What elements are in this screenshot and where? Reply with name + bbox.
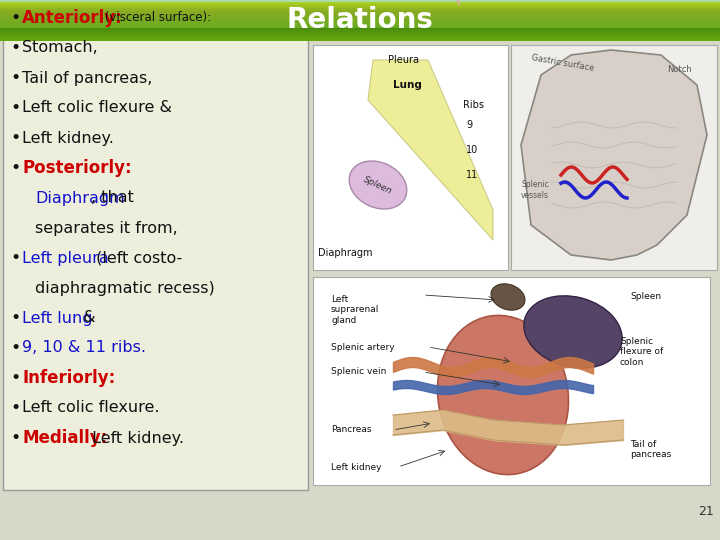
Bar <box>0 29 720 31</box>
Text: •: • <box>10 399 20 417</box>
Text: •: • <box>10 39 20 57</box>
Text: Left colic flexure.: Left colic flexure. <box>22 401 160 415</box>
Text: separates it from,: separates it from, <box>35 220 178 235</box>
Text: 9: 9 <box>466 120 472 130</box>
Text: Tail of pancreas,: Tail of pancreas, <box>22 71 153 85</box>
Bar <box>0 2 720 4</box>
Text: Posteriorly:: Posteriorly: <box>22 159 132 177</box>
Text: Relations: Relations <box>287 6 433 34</box>
Text: •: • <box>10 369 20 387</box>
Text: Anteriorly:: Anteriorly: <box>22 9 122 27</box>
Bar <box>0 18 720 19</box>
Bar <box>0 25 720 26</box>
Bar <box>0 0 720 2</box>
Ellipse shape <box>349 161 407 209</box>
Text: Diaphragm: Diaphragm <box>35 191 125 206</box>
Text: •: • <box>10 309 20 327</box>
Bar <box>0 6 720 9</box>
Text: Medially:: Medially: <box>22 429 107 447</box>
Polygon shape <box>368 60 493 240</box>
Text: 21: 21 <box>698 505 714 518</box>
Bar <box>0 36 720 38</box>
Text: Stomach,: Stomach, <box>22 40 98 56</box>
Text: Splenic
vessels: Splenic vessels <box>521 180 549 200</box>
Bar <box>0 35 720 36</box>
Text: Left kidney.: Left kidney. <box>87 430 184 445</box>
Bar <box>0 33 720 35</box>
Bar <box>313 277 710 485</box>
Bar <box>313 45 508 270</box>
Bar <box>0 9 720 11</box>
Ellipse shape <box>491 284 525 310</box>
Text: (left costo-: (left costo- <box>91 251 181 266</box>
Text: •: • <box>10 159 20 177</box>
Text: Left kidney: Left kidney <box>331 462 382 471</box>
Bar <box>0 21 720 22</box>
Text: Lung: Lung <box>393 80 422 90</box>
Text: Splenic vein: Splenic vein <box>331 368 387 376</box>
Text: Pleura: Pleura <box>388 55 419 65</box>
Text: 11: 11 <box>466 170 478 180</box>
Bar <box>0 1 720 3</box>
Text: •: • <box>10 429 20 447</box>
Bar <box>0 4 720 5</box>
Bar <box>0 23 720 25</box>
Text: Inferiorly:: Inferiorly: <box>22 369 115 387</box>
Text: Gastric surface: Gastric surface <box>531 53 595 73</box>
Text: •: • <box>10 9 20 27</box>
Text: Notch: Notch <box>667 65 692 74</box>
Ellipse shape <box>524 296 622 368</box>
Text: •: • <box>10 339 20 357</box>
Bar <box>0 26 720 28</box>
Bar <box>0 0 720 2</box>
Text: Left lung: Left lung <box>22 310 92 326</box>
Text: Left kidney.: Left kidney. <box>22 131 114 145</box>
Bar <box>511 45 717 270</box>
Text: •: • <box>10 99 20 117</box>
Text: Diaphragm: Diaphragm <box>318 248 372 258</box>
Text: &: & <box>78 310 96 326</box>
Bar <box>0 14 720 16</box>
Bar <box>0 28 720 29</box>
Text: 10: 10 <box>466 145 478 155</box>
Text: 9, 10 & 11 ribs.: 9, 10 & 11 ribs. <box>22 341 146 355</box>
Bar <box>0 19 720 21</box>
Bar <box>0 30 720 32</box>
Text: Splenic
flexure of
colon: Splenic flexure of colon <box>620 337 663 367</box>
Bar <box>0 32 720 33</box>
Text: Left colic flexure &: Left colic flexure & <box>22 100 172 116</box>
Text: , that: , that <box>91 191 134 206</box>
Text: •: • <box>10 69 20 87</box>
Polygon shape <box>521 50 707 260</box>
Bar <box>3 7 308 490</box>
Text: (visceral surface):: (visceral surface): <box>102 11 212 24</box>
Text: Pancreas: Pancreas <box>331 426 372 435</box>
Text: Ribs: Ribs <box>463 100 484 110</box>
Bar <box>0 22 720 24</box>
Text: Splenic artery: Splenic artery <box>331 342 395 352</box>
Bar <box>0 39 720 40</box>
Text: Left pleura: Left pleura <box>22 251 109 266</box>
Text: Spleen: Spleen <box>362 174 394 195</box>
Bar <box>0 16 720 18</box>
Text: Spleen: Spleen <box>630 292 661 301</box>
Ellipse shape <box>438 315 569 475</box>
Bar <box>0 12 720 14</box>
Text: Tail of
pancreas: Tail of pancreas <box>630 440 671 460</box>
Text: •: • <box>10 249 20 267</box>
Bar <box>0 5 720 7</box>
Bar <box>0 37 720 39</box>
Bar <box>0 11 720 12</box>
Bar <box>0 8 720 10</box>
Text: diaphragmatic recess): diaphragmatic recess) <box>35 280 215 295</box>
Text: •: • <box>10 129 20 147</box>
Bar <box>0 15 720 17</box>
Text: Left
suprarenal
gland: Left suprarenal gland <box>331 295 379 325</box>
